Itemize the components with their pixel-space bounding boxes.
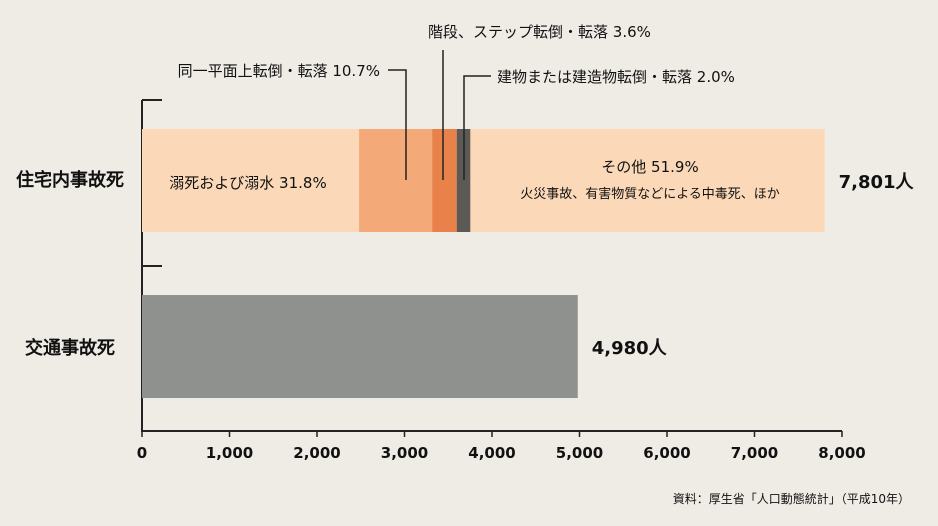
segment-label-fall-stairs: 階段、ステップ転倒・転落 3.6%	[428, 23, 651, 41]
bar-segment-fall-same-level	[359, 129, 433, 232]
callout-lines	[388, 50, 491, 180]
bar-traffic	[142, 295, 578, 398]
x-tick-label: 0	[137, 444, 147, 462]
segment-label-fall-building: 建物または建造物転倒・転落 2.0%	[497, 68, 735, 86]
source-note: 資料：厚生省「人口動態統計」（平成10年）	[673, 491, 910, 506]
x-ticks: 0 1,000 2,000 3,000 4,000 5,000 6,000 7,000 8,00…	[137, 431, 866, 462]
bar-segment-fall-stairs	[432, 129, 457, 232]
x-tick-label: 1,000	[206, 444, 253, 462]
total-label-home: 7,801人	[839, 172, 915, 193]
x-tick-label: 7,000	[731, 444, 778, 462]
x-tick-label: 5,000	[556, 444, 603, 462]
segment-label-fall-same-level: 同一平面上転倒・転落 10.7%	[178, 62, 380, 80]
segment-sublabel-other: 火災事故、有害物質などによる中毒死、ほか	[520, 186, 780, 202]
bars	[142, 129, 825, 398]
segment-label-other: その他 51.9%	[601, 158, 698, 176]
x-tick-label: 8,000	[818, 444, 865, 462]
callout-line-fall-same-level	[388, 69, 407, 180]
total-label-traffic: 4,980人	[592, 338, 668, 359]
x-tick-label: 4,000	[468, 444, 515, 462]
x-tick-label: 3,000	[381, 444, 428, 462]
callout-line-fall-building	[463, 75, 491, 180]
bar-segment-fall-building	[456, 129, 471, 232]
bar-segment-drowning	[142, 129, 360, 232]
category-label-home: 住宅内事故死	[16, 169, 124, 191]
x-tick-label: 2,000	[293, 444, 340, 462]
x-tick-label: 6,000	[643, 444, 690, 462]
segment-label-drowning: 溺死および溺水 31.8%	[169, 174, 326, 192]
bar-segment-other	[470, 129, 825, 232]
category-label-traffic: 交通事故死	[25, 337, 115, 359]
